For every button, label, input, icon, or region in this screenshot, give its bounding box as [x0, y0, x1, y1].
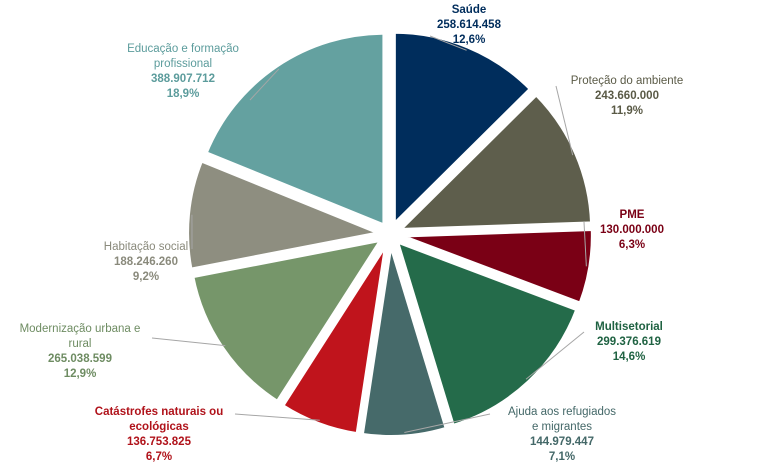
slice-percent: 7,1% — [548, 451, 576, 463]
slice-label-4: Multisetorial 299.376.619 14,6% — [539, 320, 719, 365]
pie-slice-9 — [203, 30, 387, 228]
slice-name: rural — [68, 338, 92, 350]
pie-slice-3 — [397, 226, 595, 306]
slice-name: Educação e formação — [127, 43, 239, 55]
slice-value: 144.979.447 — [530, 436, 594, 448]
pie-slice-1 — [391, 29, 533, 227]
slice-percent: 12,9% — [63, 368, 97, 380]
slice-name: Catástrofes naturais ou — [94, 406, 224, 418]
leader-line-7 — [151, 337, 226, 347]
pie-slice-4 — [394, 239, 580, 428]
leader-line-5 — [404, 413, 491, 433]
slice-name: Multisetorial — [595, 321, 663, 333]
slice-value: 265.038.599 — [48, 353, 112, 365]
leader-line-9 — [249, 68, 280, 101]
slice-percent: 11,9% — [611, 105, 643, 117]
slice-percent: 18,9% — [166, 88, 200, 100]
slice-percent: 9,2% — [132, 271, 160, 283]
slice-label-3: PME 130.000.000 6,3% — [542, 208, 722, 253]
slice-name: Ajuda aos refugiados — [507, 406, 617, 418]
slice-label-5: Ajuda aos refugiados e migrantes 144.979.4… — [472, 405, 652, 465]
slice-label-2: Proteção do ambiente 243.660.000 11,9% — [537, 74, 717, 119]
slice-name: Habitação social — [103, 241, 189, 253]
slice-value: 188.246.260 — [114, 256, 178, 268]
slice-percent: 6,7% — [145, 451, 173, 463]
slice-percent: 12,6% — [452, 34, 486, 46]
slice-value: 299.376.619 — [597, 336, 661, 348]
slice-name: e migrantes — [531, 421, 593, 433]
slice-label-8: Habitação social 188.246.260 9,2% — [56, 240, 236, 285]
slice-name: Modernização urbana e — [19, 323, 141, 335]
slice-value: 243.660.000 — [595, 90, 659, 102]
pie-slice-7 — [190, 237, 384, 405]
slice-name: Saúde — [451, 4, 487, 16]
slice-value: 388.907.712 — [151, 73, 215, 85]
slice-percent: 14,6% — [612, 351, 646, 363]
leader-line-3 — [583, 221, 587, 267]
leader-line-1 — [429, 35, 467, 51]
pie-slice-2 — [397, 92, 595, 233]
slice-percent: 6,3% — [618, 239, 646, 251]
slice-label-1: Saúde 258.614.458 12,6% — [379, 3, 559, 48]
slice-value: 136.753.825 — [127, 436, 191, 448]
slice-name: Proteção do ambiente — [570, 75, 684, 87]
leader-line-2 — [555, 85, 574, 156]
leader-line-4 — [525, 331, 585, 380]
slice-value: 258.614.458 — [437, 19, 501, 31]
slice-label-7: Modernização urbana e rural 265.038.599 12,… — [0, 322, 170, 382]
slice-name: PME — [619, 209, 645, 221]
leader-line-6 — [234, 413, 320, 421]
slice-name: profissional — [153, 58, 213, 70]
slice-value: 130.000.000 — [600, 224, 664, 236]
pie-slice-8 — [185, 158, 383, 272]
slice-label-9: Educação e formação profissional 388.907.7… — [93, 42, 273, 102]
pie-slice-6 — [280, 241, 389, 437]
slice-name: ecológicas — [129, 421, 189, 433]
slice-label-6: Catástrofes naturais ou ecológicas 136.753… — [69, 405, 249, 465]
pie-slice-5 — [359, 241, 449, 439]
